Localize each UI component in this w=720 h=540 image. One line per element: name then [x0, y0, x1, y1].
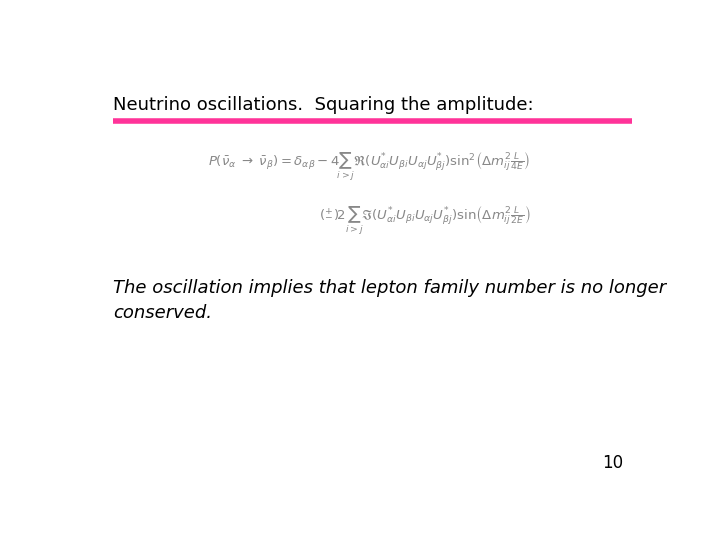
- Text: The oscillation implies that lepton family number is no longer
conserved.: The oscillation implies that lepton fami…: [114, 279, 667, 322]
- Text: $\binom{+}{-}\! 2\sum_{i>j}\mathfrak{I}(U^{*}_{\alpha i}U_{\beta i}U_{\alpha j}U: $\binom{+}{-}\! 2\sum_{i>j}\mathfrak{I}(…: [319, 205, 531, 237]
- Text: $P(\bar{\nu}_{\alpha} \;\rightarrow\; \bar{\nu}_{\beta}) = \delta_{\alpha\beta} : $P(\bar{\nu}_{\alpha} \;\rightarrow\; \b…: [208, 151, 530, 183]
- Text: Neutrino oscillations.  Squaring the amplitude:: Neutrino oscillations. Squaring the ampl…: [114, 96, 534, 114]
- Text: 10: 10: [602, 454, 623, 472]
